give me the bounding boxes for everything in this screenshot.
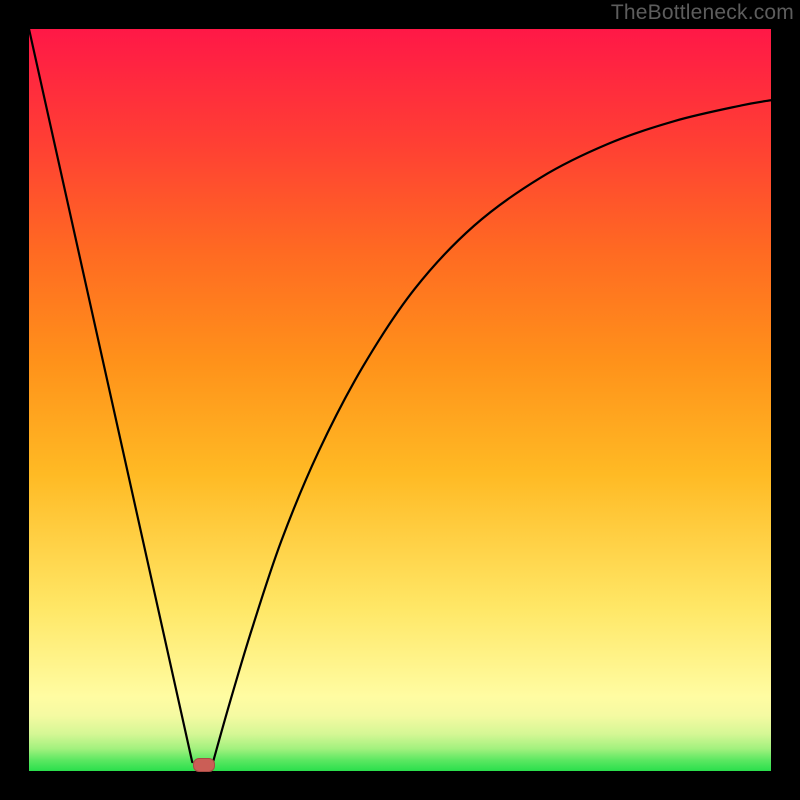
curve-left-branch	[29, 29, 192, 762]
chart-container: TheBottleneck.com	[0, 0, 800, 800]
bottleneck-curve	[29, 29, 771, 771]
curve-right-branch	[213, 100, 771, 762]
optimum-marker	[193, 758, 215, 772]
watermark-text: TheBottleneck.com	[611, 1, 794, 25]
plot-area	[29, 29, 771, 771]
